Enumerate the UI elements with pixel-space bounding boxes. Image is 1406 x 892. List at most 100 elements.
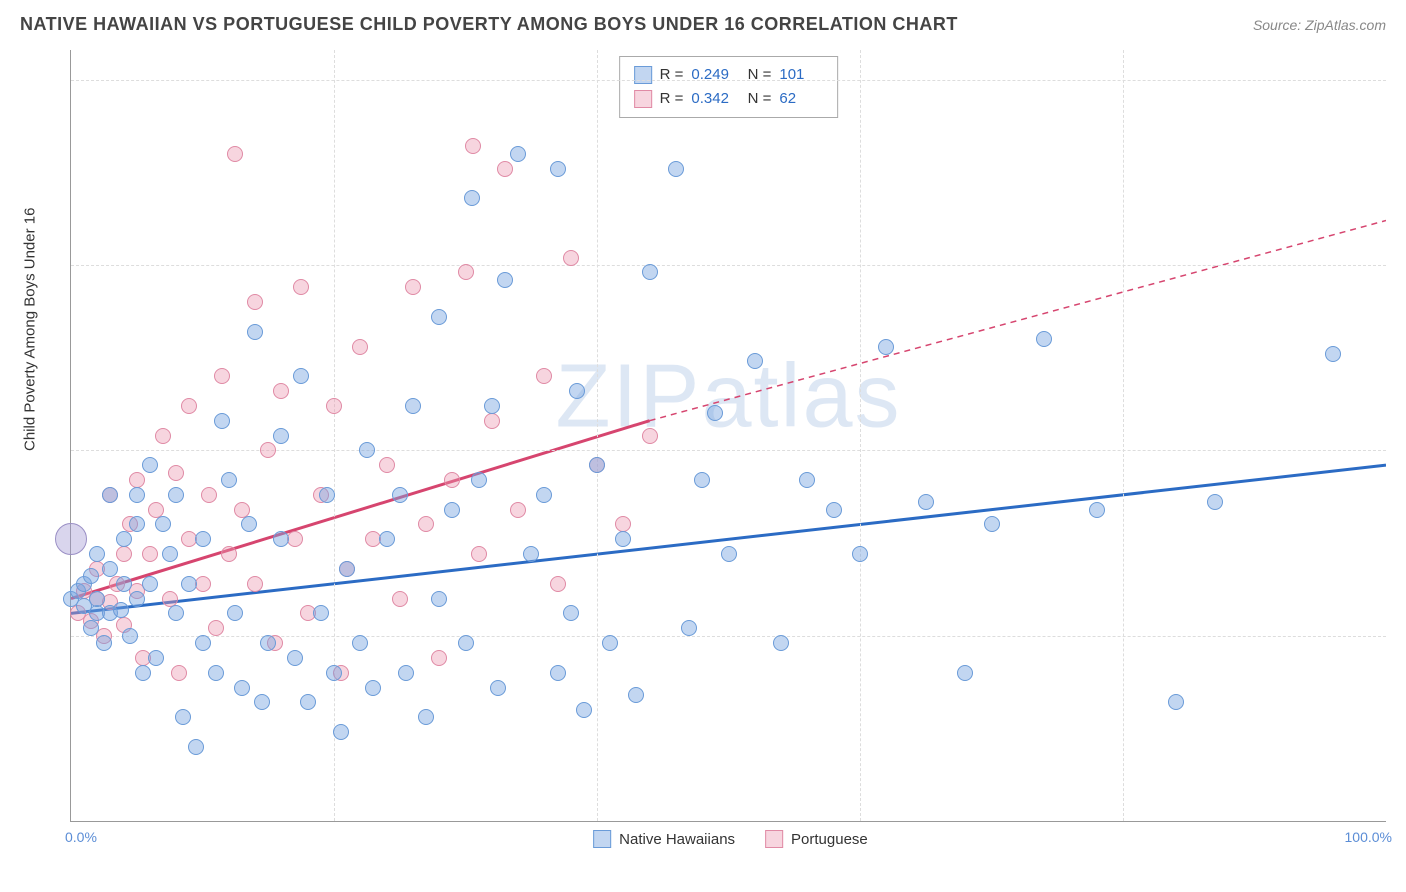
scatter-point-hawaiians	[135, 665, 151, 681]
scatter-point-hawaiians	[379, 531, 395, 547]
scatter-point-hawaiians	[155, 516, 171, 532]
scatter-point-portuguese	[465, 138, 481, 154]
gridline-v	[860, 50, 861, 821]
scatter-point-hawaiians	[214, 413, 230, 429]
scatter-point-hawaiians	[195, 531, 211, 547]
scatter-point-hawaiians	[550, 665, 566, 681]
series-legend: Native Hawaiians Portuguese	[593, 830, 868, 848]
swatch-portuguese	[634, 90, 652, 108]
scatter-point-hawaiians	[319, 487, 335, 503]
gridline-h	[71, 265, 1386, 266]
gridline-v	[1123, 50, 1124, 821]
scatter-point-hawaiians	[668, 161, 684, 177]
legend-item-hawaiians: Native Hawaiians	[593, 830, 735, 848]
scatter-point-portuguese	[201, 487, 217, 503]
x-tick-label: 0.0%	[65, 829, 97, 845]
r-label: R =	[660, 63, 684, 87]
r-value-hawaiians: 0.249	[691, 63, 735, 87]
legend-item-portuguese: Portuguese	[765, 830, 868, 848]
scatter-point-portuguese	[247, 294, 263, 310]
scatter-point-hawaiians	[313, 605, 329, 621]
scatter-point-hawaiians	[168, 487, 184, 503]
legend-row-hawaiians: R = 0.249 N = 101	[634, 63, 824, 87]
n-label: N =	[743, 63, 771, 87]
scatter-point-hawaiians	[1325, 346, 1341, 362]
scatter-point-hawaiians	[418, 709, 434, 725]
scatter-point-hawaiians	[458, 635, 474, 651]
scatter-point-hawaiians	[227, 605, 243, 621]
scatter-point-hawaiians	[287, 650, 303, 666]
chart-container: Child Poverty Among Boys Under 16 ZIPatl…	[20, 50, 1386, 852]
scatter-point-portuguese	[162, 591, 178, 607]
scatter-point-hawaiians	[536, 487, 552, 503]
scatter-point-hawaiians	[628, 687, 644, 703]
scatter-point-hawaiians	[352, 635, 368, 651]
scatter-point-hawaiians	[89, 591, 105, 607]
scatter-point-portuguese	[208, 620, 224, 636]
scatter-point-portuguese	[326, 398, 342, 414]
n-label: N =	[743, 87, 771, 111]
scatter-point-portuguese	[615, 516, 631, 532]
scatter-point-hawaiians	[773, 635, 789, 651]
x-tick-label: 100.0%	[1345, 829, 1392, 845]
scatter-point-portuguese	[497, 161, 513, 177]
scatter-point-hawaiians	[142, 576, 158, 592]
scatter-point-hawaiians	[398, 665, 414, 681]
scatter-point-hawaiians	[1036, 331, 1052, 347]
scatter-point-hawaiians	[181, 576, 197, 592]
scatter-point-portuguese	[563, 250, 579, 266]
scatter-point-hawaiians	[208, 665, 224, 681]
scatter-point-hawaiians	[576, 702, 592, 718]
swatch-hawaiians	[634, 66, 652, 84]
scatter-point-hawaiians	[89, 546, 105, 562]
scatter-point-hawaiians	[490, 680, 506, 696]
scatter-point-portuguese	[247, 576, 263, 592]
scatter-point-portuguese	[379, 457, 395, 473]
scatter-point-portuguese	[550, 576, 566, 592]
scatter-point-hawaiians	[247, 324, 263, 340]
scatter-point-hawaiians	[221, 472, 237, 488]
scatter-point-portuguese	[142, 546, 158, 562]
scatter-point-hawaiians	[392, 487, 408, 503]
scatter-point-portuguese	[260, 442, 276, 458]
scatter-point-portuguese	[418, 516, 434, 532]
scatter-point-hawaiians	[694, 472, 710, 488]
scatter-point-hawaiians	[431, 309, 447, 325]
scatter-point-hawaiians	[83, 568, 99, 584]
scatter-point-portuguese	[484, 413, 500, 429]
scatter-point-portuguese	[293, 279, 309, 295]
y-axis-title: Child Poverty Among Boys Under 16	[22, 208, 39, 451]
scatter-point-hawaiians	[234, 680, 250, 696]
scatter-point-hawaiians	[563, 605, 579, 621]
plot-area: ZIPatlas R = 0.249 N = 101 R = 0.342 N =…	[70, 50, 1386, 822]
scatter-point-portuguese	[458, 264, 474, 280]
watermark: ZIPatlas	[555, 345, 901, 448]
scatter-point-portuguese	[392, 591, 408, 607]
scatter-point-portuguese	[227, 146, 243, 162]
scatter-point-portuguese	[234, 502, 250, 518]
scatter-point-hawaiians	[878, 339, 894, 355]
scatter-point-portuguese	[405, 279, 421, 295]
scatter-point-hawaiians	[300, 694, 316, 710]
scatter-point-hawaiians	[83, 620, 99, 636]
scatter-point-hawaiians	[129, 516, 145, 532]
scatter-point-hawaiians	[273, 531, 289, 547]
n-value-portuguese: 62	[779, 87, 823, 111]
gridline-v	[597, 50, 598, 821]
scatter-point-hawaiians	[175, 709, 191, 725]
source-attribution: Source: ZipAtlas.com	[1253, 17, 1386, 33]
scatter-point-hawaiians	[984, 516, 1000, 532]
scatter-point-hawaiians	[273, 428, 289, 444]
scatter-point-portuguese	[221, 546, 237, 562]
scatter-point-portuguese	[352, 339, 368, 355]
scatter-point-hawaiians	[444, 502, 460, 518]
scatter-point-portuguese	[642, 428, 658, 444]
r-label: R =	[660, 87, 684, 111]
scatter-point-hawaiians	[721, 546, 737, 562]
scatter-point-hawaiians	[602, 635, 618, 651]
legend-label-portuguese: Portuguese	[791, 831, 868, 848]
scatter-point-hawaiians	[129, 487, 145, 503]
scatter-point-hawaiians	[569, 383, 585, 399]
swatch-portuguese	[765, 830, 783, 848]
scatter-point-portuguese	[116, 546, 132, 562]
